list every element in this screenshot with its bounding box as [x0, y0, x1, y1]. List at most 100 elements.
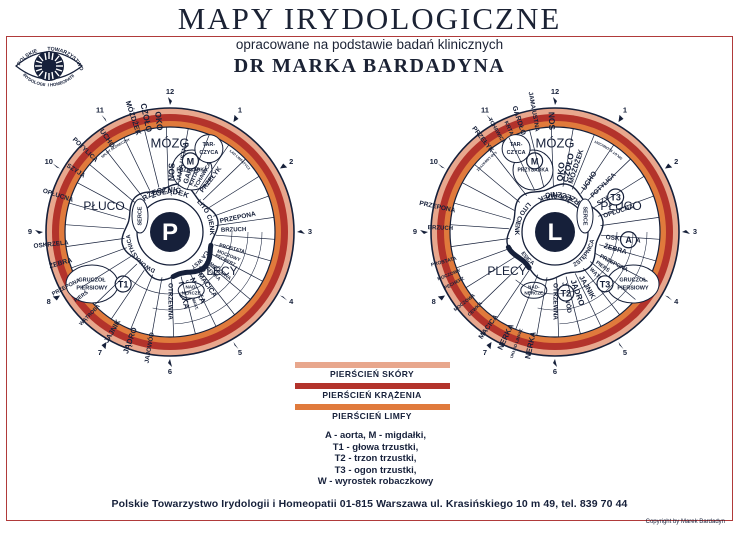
- pupil: [150, 212, 190, 252]
- pupil: [535, 212, 575, 252]
- zone-label: PLECY: [487, 264, 526, 278]
- sector-dividers: [65, 127, 275, 337]
- legend-item: PIERŚCIEŃ SKÓRY: [288, 362, 456, 379]
- zone-label: SERCE: [137, 206, 143, 225]
- iris-map-right-eye[interactable]: PŻOŁĄDEKPOPRZECZNICAJELITO CIENKIEDWUNAS…: [20, 82, 320, 382]
- legend-item-label: PIERŚCIEŃ KRĄŻENIA: [322, 390, 422, 400]
- society-eye-logo: POLSKIE TOWARZYSTWO IRYDOLOGII I HOMEOPA…: [10, 30, 88, 96]
- clock-tick: [168, 359, 172, 367]
- zone-label: CZYCA: [199, 150, 218, 156]
- clock-number: 9: [28, 227, 32, 236]
- zone-label: TAR-: [510, 142, 523, 148]
- zone-label: ŻOŁĄDEK: [536, 192, 573, 205]
- clock-tick: [618, 114, 624, 123]
- zone-label: SERCE: [582, 207, 588, 226]
- clock-tick: [233, 114, 239, 123]
- collarette-dark-segment: [505, 244, 532, 271]
- clock-number: 10: [45, 157, 53, 166]
- zone-label: PIERSIOWY: [617, 285, 649, 291]
- zone-label: OTRZEWNA: [166, 283, 173, 320]
- zone-separator: [91, 153, 249, 311]
- marker-t3: [607, 188, 625, 206]
- legend-color-swatch: [294, 383, 450, 389]
- abbreviation-line: T1 - głowa trzustki,: [332, 441, 419, 453]
- clock-tick: [233, 341, 239, 350]
- clock-tick: [279, 295, 288, 301]
- clock-tick: [437, 163, 446, 169]
- clock-number: 12: [551, 87, 559, 96]
- copyright-notice: Copyright by Marek Bardadyn: [645, 519, 725, 525]
- zone-label: NERCZE: [524, 290, 543, 295]
- marker-label: T3: [600, 279, 611, 289]
- heart-zone: [576, 198, 594, 234]
- clock-number: 5: [623, 348, 627, 357]
- footer-contact: Polskie Towarzystwo Irydologii i Homeopa…: [111, 498, 628, 510]
- zone-label: OTRZEWNA: [551, 283, 558, 320]
- marker-label: M: [531, 156, 539, 166]
- marker-t1: [114, 275, 132, 293]
- clock-tick: [486, 341, 492, 350]
- zone-separator: [492, 169, 618, 295]
- zone-label: PIERSIOWY: [76, 285, 108, 291]
- marker-label: T2: [561, 289, 572, 299]
- clock-number: 3: [693, 227, 697, 236]
- clock-number: 11: [481, 106, 489, 115]
- title-block: MAPY IRYDOLOGICZNE opracowane na podstaw…: [0, 0, 739, 78]
- zone-separator: [107, 169, 233, 295]
- abbreviation-line: T3 - ogon trzustki,: [334, 464, 417, 476]
- marker-label: T3: [610, 193, 621, 203]
- clock-tick: [101, 341, 107, 350]
- clock-number: 2: [674, 157, 678, 166]
- abbreviation-line: A - aorta, M - migdałki,: [325, 430, 426, 441]
- zone-label: PRZYSADKA: [517, 167, 549, 173]
- legend-item-label: PIERŚCIEŃ SKÓRY: [329, 369, 415, 379]
- clock-number: 9: [413, 227, 417, 236]
- clock-number: 4: [289, 297, 294, 306]
- page-subtitle: opracowane na podstawie badań klinicznyc…: [235, 37, 504, 52]
- clock-number: 8: [432, 297, 436, 306]
- zone-label: NOS: [547, 112, 558, 131]
- page-title: MAPY IRYDOLOGICZNE: [165, 2, 574, 36]
- abbreviation-line: W - wyrostek robaczkowy: [317, 476, 434, 488]
- clock-number: 5: [238, 348, 242, 357]
- clock-tick: [664, 295, 673, 301]
- clock-number: 7: [483, 348, 487, 357]
- zone-label: BRZUCH: [221, 227, 247, 234]
- clock-tick: [279, 163, 288, 169]
- clock-tick: [101, 114, 107, 123]
- zone-label: OKO: [153, 111, 165, 132]
- clock-number: 1: [238, 106, 242, 115]
- legend-item-label: PIERŚCIEŃ LIMFY: [332, 411, 412, 421]
- zone-separator: [462, 139, 648, 325]
- eye-side-label: P: [162, 219, 178, 246]
- clock-number: 3: [308, 227, 312, 236]
- legend-color-swatch: [294, 404, 450, 410]
- zone-label: MÓZG: [536, 135, 575, 150]
- clock-number: 2: [289, 157, 293, 166]
- clock-tick: [437, 295, 446, 301]
- clock-tick: [664, 163, 673, 169]
- zone-separator: [476, 153, 634, 311]
- clock-tick: [35, 230, 43, 234]
- clock-number: 6: [553, 367, 557, 376]
- clock-tick: [553, 359, 557, 367]
- marker-label: T1: [118, 280, 129, 290]
- abbreviation-line: T2 - trzon trzustki,: [334, 453, 417, 465]
- zone-label: ŻOŁĄDEK: [150, 187, 191, 200]
- zone-label: TAR-: [203, 142, 216, 148]
- clock-number: 11: [96, 106, 104, 115]
- clock-tick: [297, 230, 305, 234]
- poster-frame-top-left: [6, 36, 156, 37]
- clock-tick: [52, 295, 61, 301]
- legend-item: PIERŚCIEŃ KRĄŻENIA: [288, 383, 456, 400]
- page-author: DR MARKA BARDADYNA: [233, 55, 506, 77]
- zone-label: PRZYSADKA: [176, 167, 208, 173]
- zone-label: NERCZE: [182, 290, 201, 295]
- zone-label: OSKRZELA: [33, 239, 69, 250]
- thyroid-zone: [194, 134, 224, 164]
- iris-map-left-eye[interactable]: LŻOŁĄDEKPOPRZECZNICAJELITO CIENKIEZSTĘPN…: [405, 82, 705, 382]
- clock-number: 7: [98, 348, 102, 357]
- heart-zone: [131, 198, 149, 234]
- thyroid-zone: [501, 134, 531, 164]
